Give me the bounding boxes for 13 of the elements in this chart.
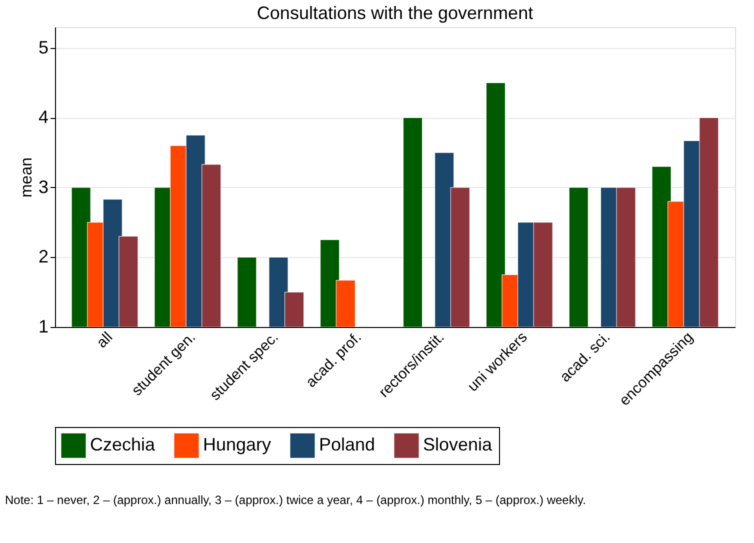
y-tick-label: 5 xyxy=(38,37,48,58)
legend-label: Hungary xyxy=(203,434,272,455)
x-tick-label: all xyxy=(93,328,116,352)
y-tick-label: 2 xyxy=(38,246,48,267)
y-tick-label: 3 xyxy=(38,176,48,197)
y-axis-title: mean xyxy=(18,157,36,198)
text: Note: 1 – never, 2 – (approx.) annually, 3 – (approx.) twice a year, 4 – (approx.) monthly, 5 – (approx.) weekly. xyxy=(5,493,586,507)
chart-title: Consultations with the government xyxy=(256,3,534,23)
y-tick-label: 1 xyxy=(38,316,48,336)
legend-label: Poland xyxy=(319,434,376,455)
legend-label: Czechia xyxy=(90,434,156,455)
y-tick-label: 4 xyxy=(38,107,48,128)
legend-label: Slovenia xyxy=(423,434,494,455)
